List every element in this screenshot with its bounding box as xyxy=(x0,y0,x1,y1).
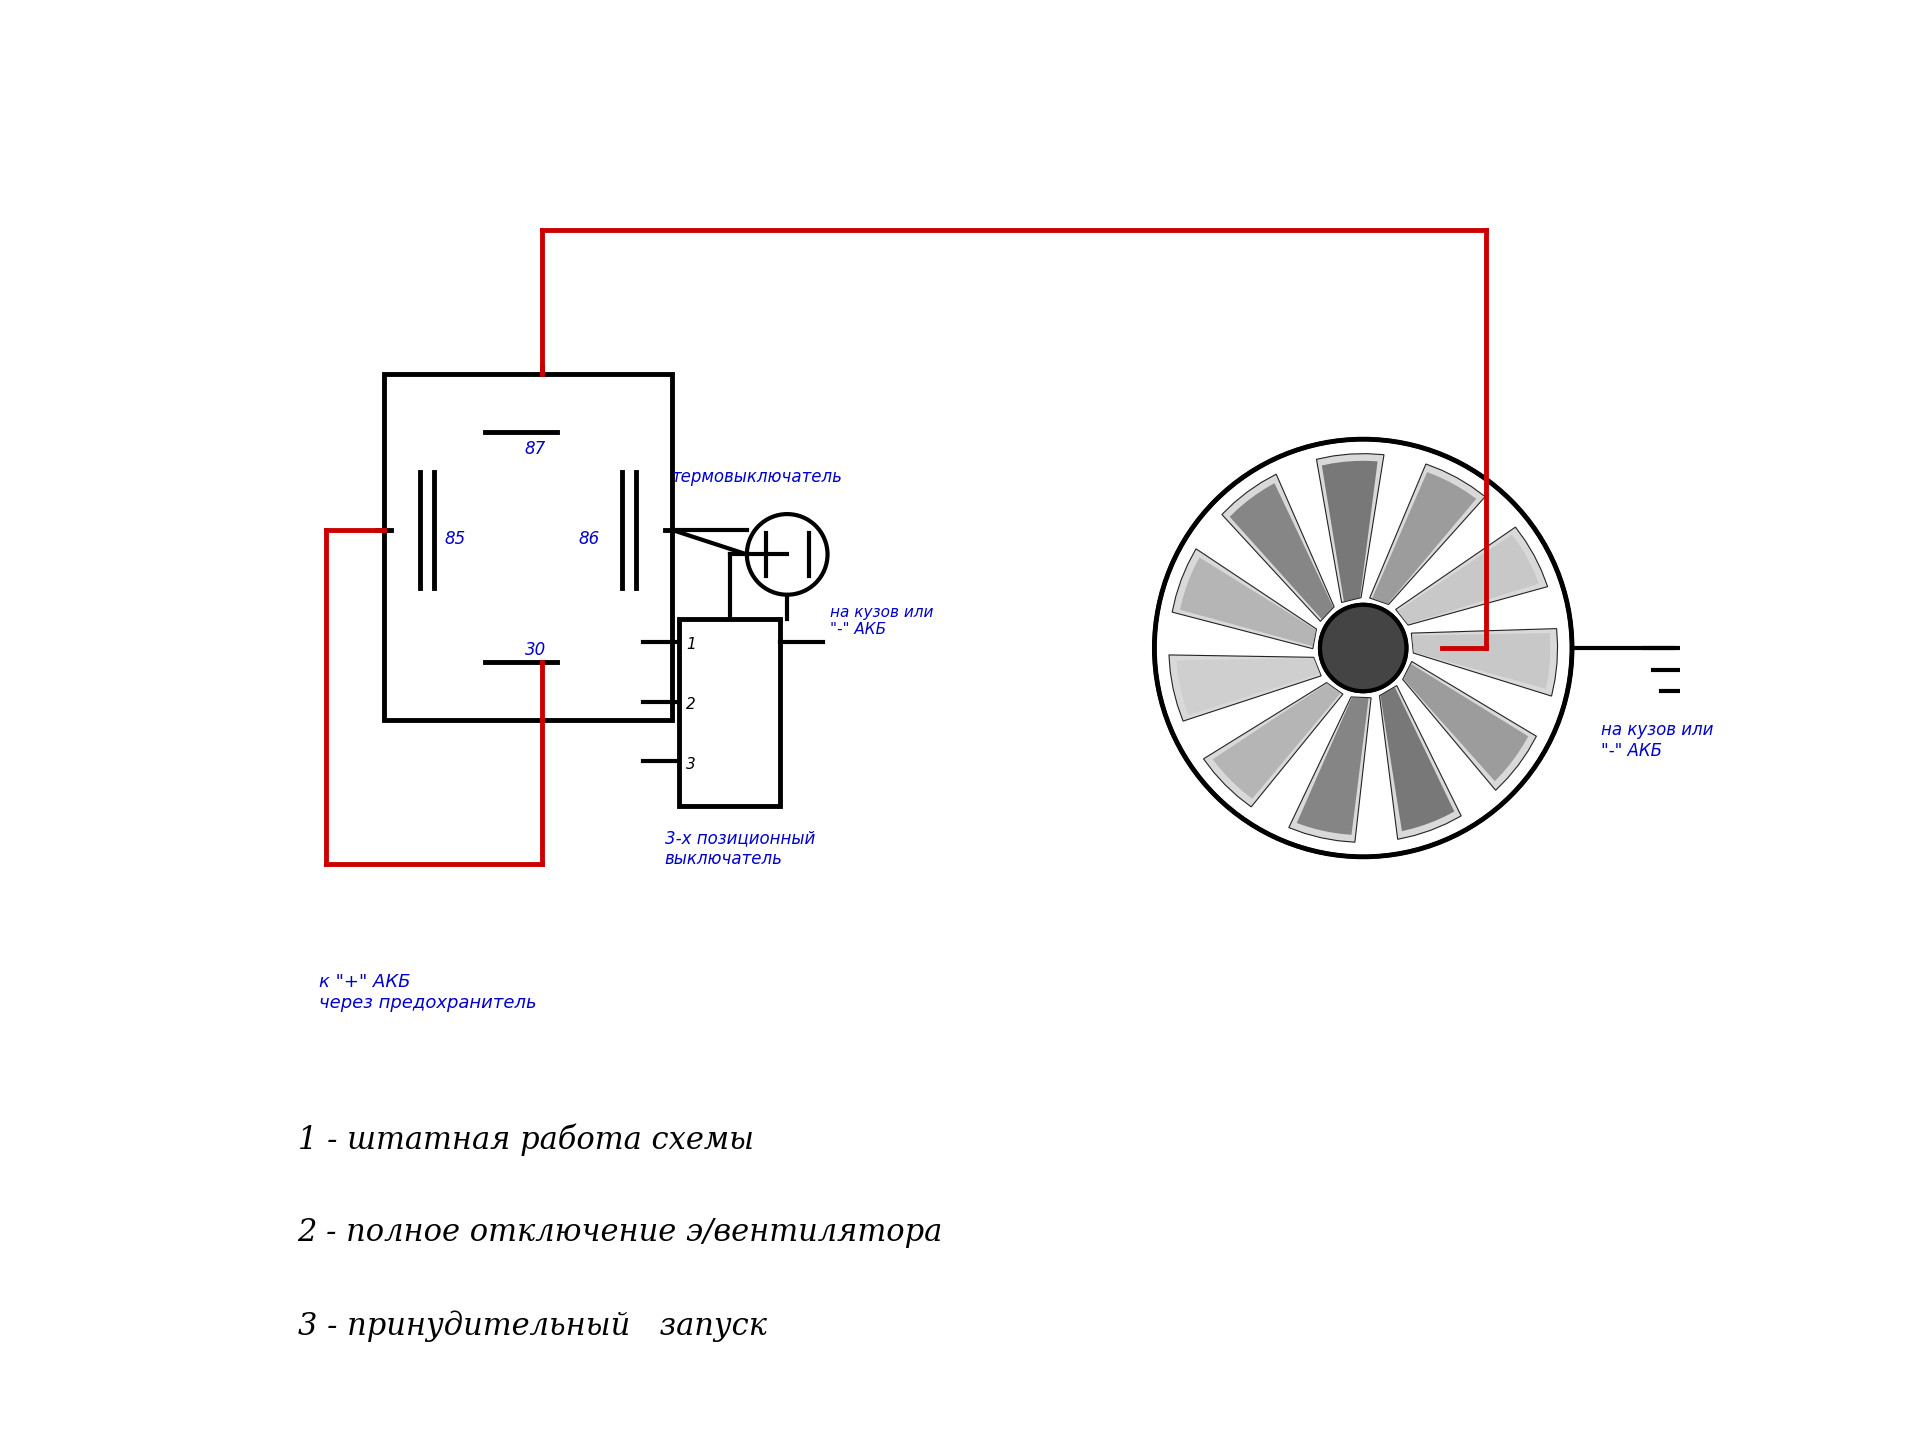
Polygon shape xyxy=(1213,684,1340,799)
Text: 87: 87 xyxy=(524,439,545,458)
Polygon shape xyxy=(1204,683,1342,806)
Polygon shape xyxy=(1369,464,1486,605)
Polygon shape xyxy=(1404,661,1536,791)
Polygon shape xyxy=(1177,658,1319,714)
Text: термовыключатель: термовыключатель xyxy=(672,468,843,487)
Polygon shape xyxy=(1171,549,1317,649)
Circle shape xyxy=(1319,605,1405,691)
Polygon shape xyxy=(1296,697,1369,835)
Text: на кузов или
"-" АКБ: на кузов или "-" АКБ xyxy=(1601,721,1713,760)
Bar xyxy=(384,374,672,720)
Polygon shape xyxy=(1317,454,1384,602)
Polygon shape xyxy=(1396,527,1548,625)
Polygon shape xyxy=(1169,655,1321,721)
Text: 1: 1 xyxy=(687,636,697,652)
Polygon shape xyxy=(1411,629,1557,696)
Text: 86: 86 xyxy=(578,530,599,549)
Bar xyxy=(680,619,780,806)
Polygon shape xyxy=(1380,687,1453,831)
Text: 2 - полное отключение э/вентилятора: 2 - полное отключение э/вентилятора xyxy=(298,1217,943,1248)
Text: 85: 85 xyxy=(445,530,467,549)
Polygon shape xyxy=(1411,634,1549,688)
Text: 1 - штатная работа схемы: 1 - штатная работа схемы xyxy=(298,1123,755,1156)
Polygon shape xyxy=(1288,697,1371,842)
Text: на кузов или
"-" АКБ: на кузов или "-" АКБ xyxy=(831,605,933,638)
Polygon shape xyxy=(1321,461,1379,602)
Circle shape xyxy=(1319,605,1405,691)
Polygon shape xyxy=(1379,685,1461,840)
Text: к "+" АКБ
через предохранитель: к "+" АКБ через предохранитель xyxy=(319,973,538,1012)
Text: 3: 3 xyxy=(687,756,697,772)
Polygon shape xyxy=(1221,474,1334,622)
Polygon shape xyxy=(1181,557,1315,647)
Text: 30: 30 xyxy=(524,641,545,660)
Polygon shape xyxy=(1229,484,1332,619)
Polygon shape xyxy=(1373,472,1476,603)
Polygon shape xyxy=(1398,534,1540,624)
Text: 3 - принудительный   запуск: 3 - принудительный запуск xyxy=(298,1310,766,1342)
Text: 3-х позиционный
выключатель: 3-х позиционный выключатель xyxy=(664,829,816,868)
Polygon shape xyxy=(1404,664,1528,780)
Text: 2: 2 xyxy=(687,697,697,711)
